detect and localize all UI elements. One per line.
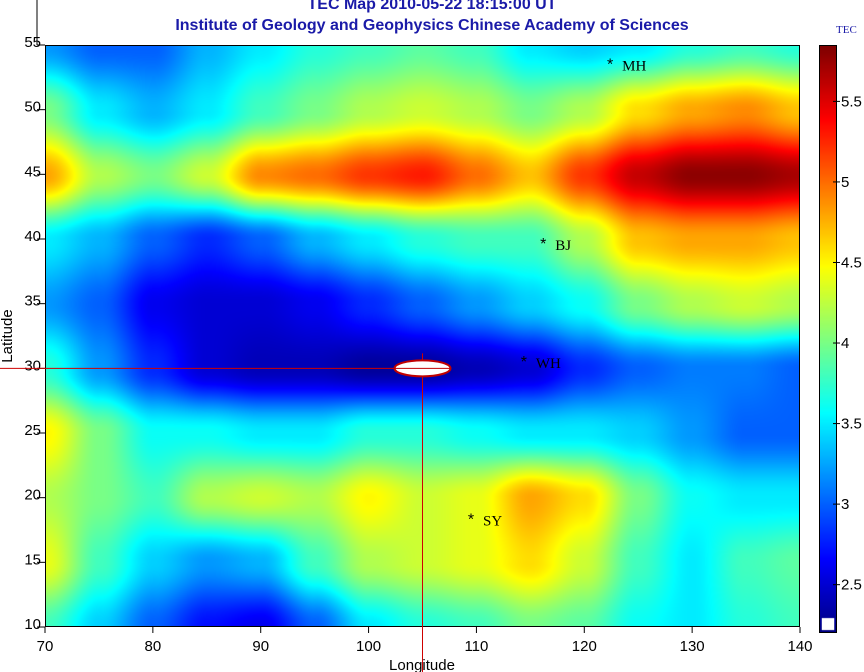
colorbar [819,45,837,633]
map-subtitle: Institute of Geology and Geophysics Chin… [175,17,689,34]
y-tick-label: 45 [24,163,41,180]
y-tick-label: 10 [24,616,41,633]
y-tick-label: 40 [24,228,41,245]
colorbar-tick-label: 5.5 [841,93,862,110]
colorbar-tick-label: 4 [841,335,849,352]
map-title: TEC Map 2010-05-22 18:15:00 UT [307,0,557,13]
y-tick-label: 15 [24,551,41,568]
station-star-icon: * [607,56,613,73]
colorbar-tick-label: 3.5 [841,416,862,433]
x-tick-label: 110 [464,638,488,655]
y-tick-label: 30 [24,357,41,374]
y-tick-label: 35 [24,293,41,310]
colorbar-tick-label: 3 [841,496,849,513]
station-label: SY [483,514,502,530]
y-tick-label: 25 [24,422,41,439]
station-label: MH [622,58,646,74]
colorbar-tick-label: 5 [841,174,849,191]
x-tick-label: 70 [37,638,54,655]
station-label: WH [536,356,561,372]
y-tick-label: 50 [24,99,41,116]
x-tick-label: 130 [680,638,705,655]
x-tick-label: 140 [787,638,812,655]
y-tick-label: 20 [24,487,41,504]
colorbar-label: TEC [836,24,857,36]
x-tick-label: 90 [252,638,269,655]
x-tick-label: 80 [145,638,162,655]
x-tick-label: 120 [572,638,597,655]
x-tick-label: 100 [356,638,381,655]
station-star-icon: * [521,354,527,371]
y-tick-label: 55 [24,34,41,51]
station-star-icon: * [540,236,546,253]
y-axis-label: Latitude [0,309,16,362]
colorbar-tick-label: 4.5 [841,254,862,271]
colorbar-tick-label: 2.5 [841,577,862,594]
station-label: BJ [555,238,571,254]
station-star-icon: * [468,512,474,529]
